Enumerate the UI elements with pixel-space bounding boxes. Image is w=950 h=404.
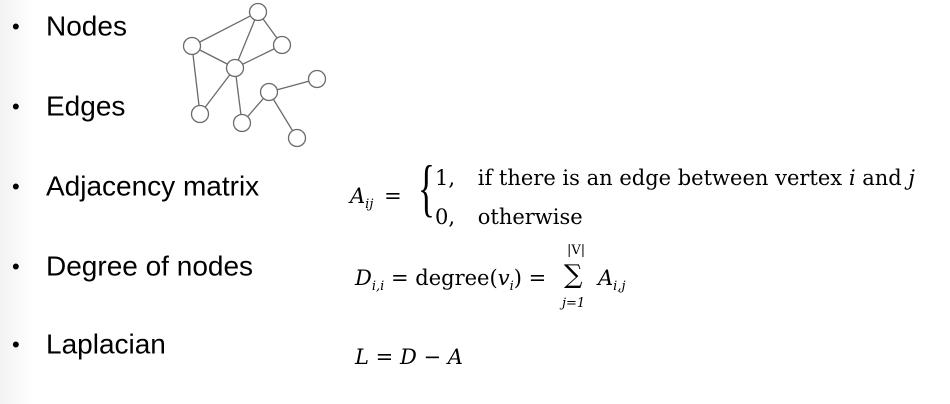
degree-equals-1: = <box>390 266 409 290</box>
graph-node <box>272 35 292 55</box>
graph-node <box>225 58 245 78</box>
adjacency-case2: 0, otherwise <box>435 207 583 228</box>
graph-node <box>307 69 327 89</box>
graph-node <box>259 82 279 102</box>
bullet-label-edges: Edges <box>46 90 126 122</box>
graph-node <box>190 104 210 124</box>
degree-lhs-var: D <box>355 266 372 290</box>
bullet-label-degree-of-nodes: Degree of nodes <box>46 250 254 282</box>
degree-term: Ai,j <box>598 266 626 295</box>
degree-func: degree( <box>415 266 498 290</box>
graph-node <box>232 113 252 133</box>
bullet-marker: • <box>12 254 20 279</box>
degree-term-sub: i,j <box>613 279 626 295</box>
case1-var-i: i <box>848 166 856 190</box>
graph-node <box>287 128 307 148</box>
graph-edge <box>199 67 236 115</box>
graph-node <box>182 36 202 56</box>
adjacency-lhs: Aij = <box>350 184 402 213</box>
degree-func-close: ) <box>513 266 522 290</box>
bullet-marker: • <box>12 332 20 357</box>
graph-nodes <box>182 2 327 148</box>
bullet-marker: • <box>12 14 20 39</box>
adjacency-lhs-sub: ij <box>365 197 374 213</box>
case1-and: and <box>862 166 902 190</box>
graph-svg <box>182 2 327 148</box>
laplacian-lhs: L <box>355 345 369 369</box>
adjacency-equals: = <box>384 184 402 208</box>
bullet-marker: • <box>12 174 20 199</box>
bullet-label-adjacency-matrix: Adjacency matrix <box>46 170 260 202</box>
graph-illustration <box>170 0 340 150</box>
bullet-marker: • <box>12 94 20 119</box>
degree-func-sub: i <box>509 279 514 295</box>
graph-edge <box>191 45 201 115</box>
case2-value: 0, <box>435 205 456 229</box>
case2-text: otherwise <box>477 205 583 229</box>
degree-main: Di,i = degree(vi) = <box>355 266 547 295</box>
case1-value: 1, <box>435 166 456 190</box>
graph-edge <box>234 67 243 124</box>
laplacian-a: A <box>447 345 463 369</box>
graph-edge <box>234 11 259 69</box>
adjacency-lhs-var: A <box>350 184 366 208</box>
degree-lhs-sub: i,i <box>371 279 385 295</box>
degree-sum-sign: ∑ <box>564 260 583 290</box>
case1-var-j: j <box>908 166 915 190</box>
bullet-label-laplacian: Laplacian <box>46 328 166 360</box>
laplacian-minus: − <box>423 345 442 369</box>
graph-edge <box>191 11 259 47</box>
degree-term-var: A <box>598 266 614 290</box>
degree-sum-upper: |V| <box>567 243 586 258</box>
degree-func-var: v <box>497 266 510 290</box>
graph-edges <box>191 11 318 139</box>
adjacency-brace: { <box>418 152 435 223</box>
degree-equals-2: = <box>528 266 547 290</box>
laplacian-formula: L = D − A <box>355 347 463 368</box>
laplacian-equals: = <box>375 345 394 369</box>
laplacian-d: D <box>399 345 417 369</box>
bullet-label-nodes: Nodes <box>46 10 127 42</box>
graph-node <box>248 2 268 22</box>
case1-text: if there is an edge between vertex <box>477 166 843 190</box>
degree-sum-lower: j=1 <box>562 296 586 311</box>
adjacency-case1: 1, if there is an edge between vertex i … <box>435 168 915 189</box>
